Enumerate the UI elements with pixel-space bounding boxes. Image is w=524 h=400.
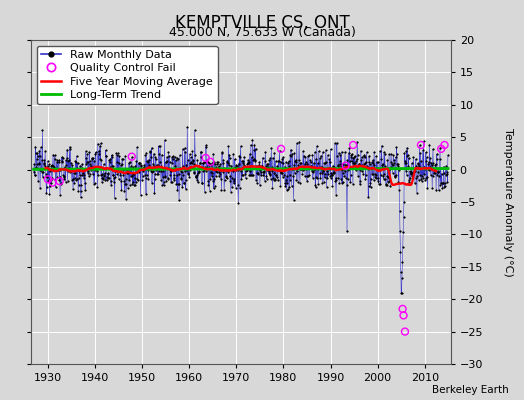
Legend: Raw Monthly Data, Quality Control Fail, Five Year Moving Average, Long-Term Tren: Raw Monthly Data, Quality Control Fail, … bbox=[37, 46, 217, 104]
Point bbox=[202, 155, 210, 161]
Text: Berkeley Earth: Berkeley Earth bbox=[432, 385, 508, 395]
Point bbox=[398, 306, 407, 312]
Point bbox=[437, 146, 445, 152]
Text: KEMPTVILLE CS, ONT: KEMPTVILLE CS, ONT bbox=[174, 14, 350, 32]
Point bbox=[48, 179, 57, 186]
Point bbox=[440, 142, 449, 148]
Point bbox=[342, 162, 350, 169]
Point bbox=[417, 142, 425, 148]
Point bbox=[401, 328, 409, 335]
Point bbox=[206, 159, 215, 165]
Text: 45.000 N, 75.633 W (Canada): 45.000 N, 75.633 W (Canada) bbox=[169, 26, 355, 39]
Point bbox=[399, 312, 408, 319]
Point bbox=[349, 142, 357, 148]
Point bbox=[277, 146, 285, 152]
Point bbox=[56, 178, 64, 184]
Point bbox=[43, 176, 52, 182]
Y-axis label: Temperature Anomaly (°C): Temperature Anomaly (°C) bbox=[503, 128, 512, 276]
Point bbox=[127, 154, 136, 160]
